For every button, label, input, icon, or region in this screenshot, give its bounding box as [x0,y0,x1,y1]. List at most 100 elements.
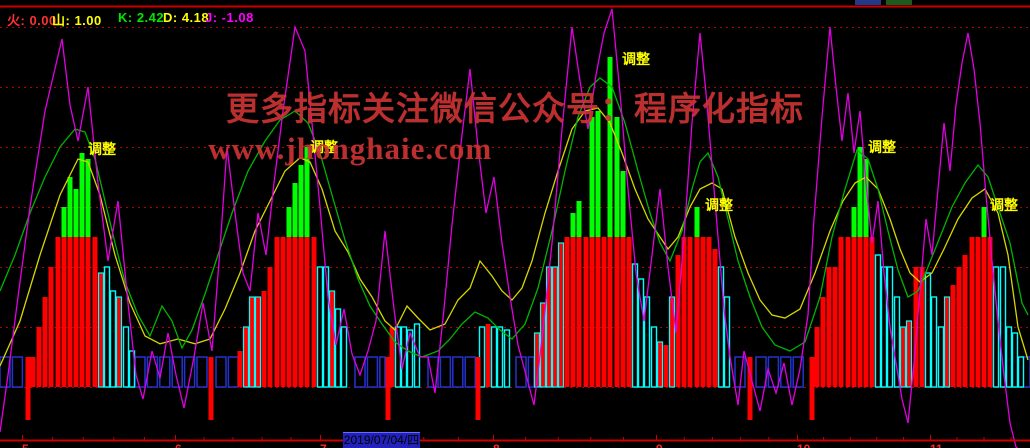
adjust-annotation: 调整 [705,197,734,213]
green-bar [607,57,613,237]
cyan-bar [717,266,725,388]
red-bar [30,357,36,387]
red-bar [274,237,280,387]
red-bar [969,237,975,387]
red-bar [564,237,570,387]
red-bar [67,237,73,387]
green-bar [73,189,79,237]
blue-box-bar [134,356,146,388]
red-bar [55,237,61,387]
red-bar [838,237,844,387]
red-bar [869,237,875,387]
red-cyan-bar [557,242,565,388]
red-bar [304,237,310,387]
axis-tick-label: 5 [22,442,29,448]
green-bar [694,207,700,237]
red-bar [614,237,620,387]
red-bar [286,237,292,387]
blue-box-bar [215,356,227,388]
blue-box-bar [159,356,171,388]
green-bar [85,159,91,237]
red-bar [950,285,956,387]
blue-box-bar [227,356,239,388]
green-bar [857,147,863,237]
green-bar [298,165,304,237]
cyan-bar [316,266,324,388]
red-bar [42,297,48,387]
blue-box-bar [379,356,386,388]
cyan-bar [406,329,414,388]
cyan-bar [503,329,511,388]
red-cyan-bar [97,272,105,388]
red-bar [826,267,832,387]
down-spike-bar [475,357,481,420]
red-cyan-bar [115,296,123,388]
red-bar [687,237,693,387]
toolbar-fragment [855,0,881,5]
red-bar [73,237,79,387]
down-spike-bar [747,357,753,420]
red-bar [913,267,919,387]
green-bar [304,147,310,237]
cyan-bar [128,350,136,388]
blue-box-bar [427,356,439,388]
red-bar [814,327,820,387]
indicator-value-k: K: 2.42 [118,10,165,25]
cyan-bar [874,254,882,388]
red-bar [261,291,267,387]
axis-tick-label: 8 [493,442,500,448]
d-line [0,107,1029,367]
blue-box-bar [439,356,452,388]
down-spike-bar [208,357,214,420]
red-cyan-bar [254,296,262,388]
cyan-bar [1005,326,1013,388]
red-bar [675,255,681,387]
red-bar [981,237,987,387]
red-bar [845,237,851,387]
red-cyan-bar [656,341,664,388]
red-bar [663,345,669,387]
red-bar [85,237,91,387]
red-bar [987,237,993,387]
cyan-bar [924,272,932,388]
axis-tick-label: 10 [797,442,810,448]
indicator-value-huo: 火: 0.00 [7,13,57,28]
cyan-bar [937,326,945,388]
cyan-bar [109,290,117,388]
blue-box-bar [196,356,208,388]
red-cyan-bar [248,296,256,388]
red-cyan-bar [328,290,336,388]
red-bar [267,267,273,387]
red-bar [694,237,700,387]
red-bar [832,267,838,387]
blue-box-bar [792,356,804,388]
red-bar [298,237,304,387]
red-bar [280,237,286,387]
red-cyan-bar [551,266,559,388]
red-bar [607,237,613,387]
blue-box-bar [354,356,366,388]
cyan-bar [1017,356,1025,388]
red-cyan-bar [899,326,907,388]
blue-box-bar [464,356,476,388]
axis-tick-label: 7 [320,442,327,448]
green-bar [595,111,601,237]
blue-box-bar [755,356,767,388]
blue-box-bar [515,356,527,388]
down-spike-bar [809,357,815,420]
green-bar [570,213,576,237]
cyan-bar [122,326,130,388]
red-bar [863,237,869,387]
green-bar [576,201,582,237]
axis-tick-label: 11 [930,442,943,448]
toolbar-fragment [886,0,912,5]
green-bar [589,117,595,237]
cyan-bar [637,278,645,388]
green-bar [981,207,987,237]
red-bar [570,237,576,387]
cyan-bar [631,263,639,388]
red-cyan-bar [242,326,250,388]
down-spike-bar [25,357,31,420]
cyan-bar [930,296,938,388]
